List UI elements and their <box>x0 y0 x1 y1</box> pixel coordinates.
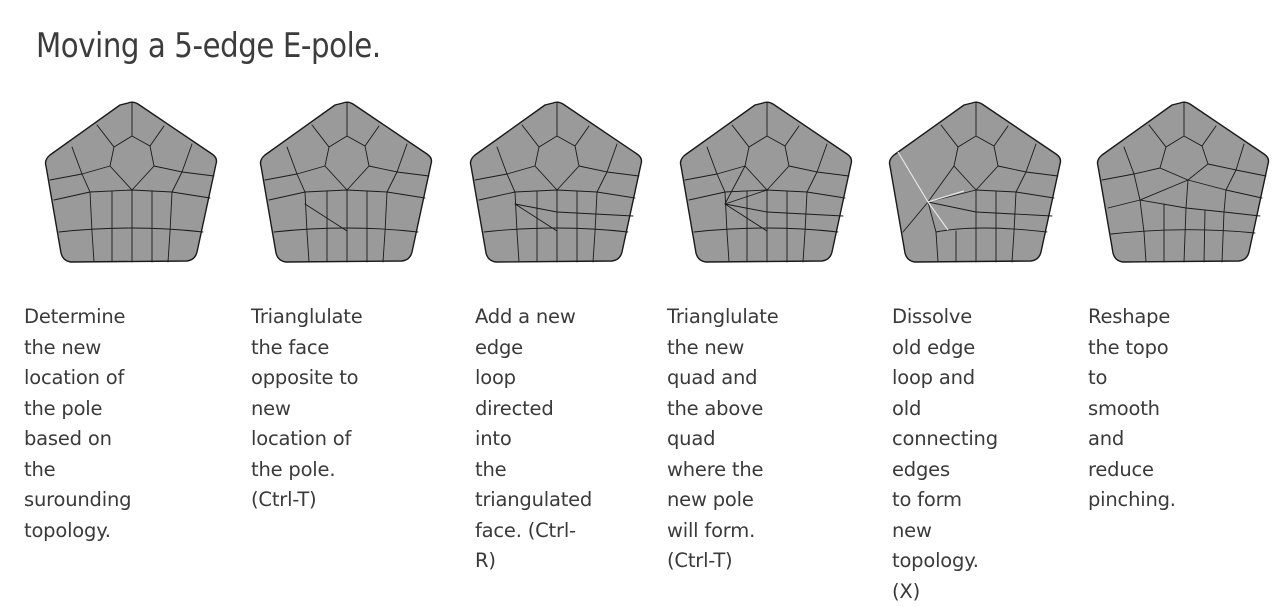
mesh-diagram-step-2 <box>259 101 433 263</box>
page-title: Moving a 5-edge E-pole. <box>36 26 381 66</box>
step-6-caption: Reshape the topo to smooth and reduce pi… <box>1088 305 1176 511</box>
mesh-diagram-step-4 <box>679 101 853 263</box>
step-2-caption: Trianglulate the face opposite to new lo… <box>251 305 363 511</box>
step-4-caption: Trianglulate the new quad and the above … <box>667 305 779 572</box>
mesh-diagram-step-1 <box>44 101 218 263</box>
mesh-diagram-step-3 <box>469 101 643 263</box>
step-3-caption: Add a new edge loop directed into the tr… <box>475 305 593 572</box>
step-sequence: Determine the new location of the pole b… <box>24 101 1270 603</box>
mesh-diagram-step-6 <box>1096 101 1270 263</box>
step-5-caption: Dissolve old edge loop and old connectin… <box>892 305 998 603</box>
step-1-caption: Determine the new location of the pole b… <box>24 305 132 542</box>
mesh-diagram-step-5 <box>888 101 1062 263</box>
